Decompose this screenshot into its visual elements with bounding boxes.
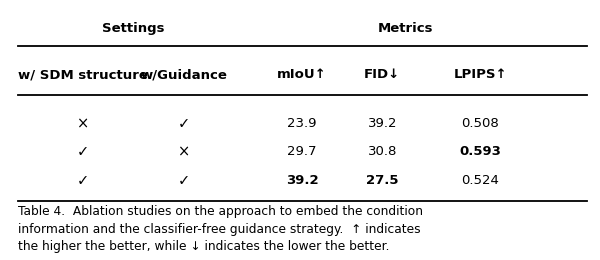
Text: FID↓: FID↓ <box>364 68 400 81</box>
Text: 0.593: 0.593 <box>459 145 501 158</box>
Text: ✓: ✓ <box>77 173 89 188</box>
Text: 29.7: 29.7 <box>287 145 317 158</box>
Text: 0.524: 0.524 <box>461 174 499 187</box>
Text: w/Guidance: w/Guidance <box>140 68 227 81</box>
Text: 39.2: 39.2 <box>286 174 319 187</box>
Text: ×: × <box>77 116 89 131</box>
Text: LPIPS↑: LPIPS↑ <box>453 68 507 81</box>
Text: 30.8: 30.8 <box>368 145 397 158</box>
Text: 0.508: 0.508 <box>461 117 499 130</box>
Text: ✓: ✓ <box>178 116 190 131</box>
Text: ✓: ✓ <box>77 144 89 159</box>
Text: Table 4.  Ablation studies on the approach to embed the condition
information an: Table 4. Ablation studies on the approac… <box>18 205 423 254</box>
Text: 23.9: 23.9 <box>287 117 317 130</box>
Text: mIoU↑: mIoU↑ <box>277 68 327 81</box>
Text: Metrics: Metrics <box>378 22 434 35</box>
Text: ✓: ✓ <box>178 173 190 188</box>
Text: 39.2: 39.2 <box>368 117 397 130</box>
Text: ×: × <box>178 144 190 159</box>
Text: w/ SDM structure: w/ SDM structure <box>18 68 148 81</box>
Text: Settings: Settings <box>102 22 164 35</box>
Text: 27.5: 27.5 <box>366 174 398 187</box>
